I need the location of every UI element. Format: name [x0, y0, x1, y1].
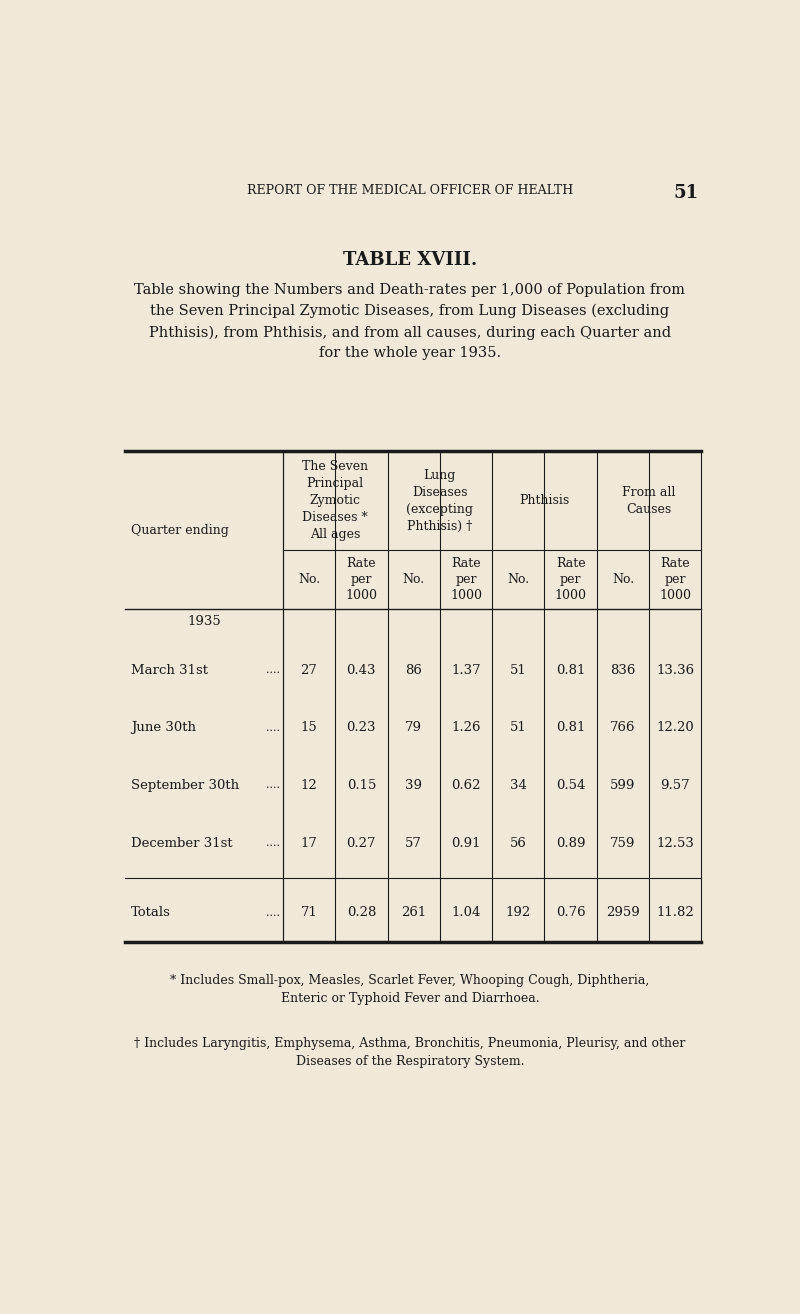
- Text: ....: ....: [266, 665, 280, 675]
- Text: 0.81: 0.81: [556, 721, 586, 735]
- Text: REPORT OF THE MEDICAL OFFICER OF HEALTH: REPORT OF THE MEDICAL OFFICER OF HEALTH: [247, 184, 573, 197]
- Text: 0.54: 0.54: [556, 779, 586, 792]
- Text: No.: No.: [402, 573, 425, 586]
- Text: 1.37: 1.37: [451, 664, 481, 677]
- Text: 12: 12: [301, 779, 318, 792]
- Text: 56: 56: [510, 837, 526, 850]
- Text: 0.91: 0.91: [451, 837, 481, 850]
- Text: 599: 599: [610, 779, 636, 792]
- Text: 0.81: 0.81: [556, 664, 586, 677]
- Text: Table showing the Numbers and Death-rates per 1,000 of Population from
the Seven: Table showing the Numbers and Death-rate…: [134, 283, 686, 360]
- Text: 2959: 2959: [606, 907, 640, 920]
- Text: 13.36: 13.36: [656, 664, 694, 677]
- Text: 0.28: 0.28: [346, 907, 376, 920]
- Text: 0.27: 0.27: [346, 837, 376, 850]
- Text: 11.82: 11.82: [656, 907, 694, 920]
- Text: 34: 34: [510, 779, 526, 792]
- Text: ....: ....: [266, 723, 280, 733]
- Text: 57: 57: [406, 837, 422, 850]
- Text: Rate
per
1000: Rate per 1000: [554, 557, 586, 602]
- Text: 0.15: 0.15: [346, 779, 376, 792]
- Text: ....: ....: [266, 781, 280, 791]
- Text: 51: 51: [510, 664, 526, 677]
- Text: 71: 71: [301, 907, 318, 920]
- Text: 27: 27: [301, 664, 318, 677]
- Text: TABLE XVIII.: TABLE XVIII.: [343, 251, 477, 269]
- Text: No.: No.: [507, 573, 530, 586]
- Text: 0.89: 0.89: [556, 837, 586, 850]
- Text: Lung
Diseases
(excepting
Phthisis) †: Lung Diseases (excepting Phthisis) †: [406, 469, 474, 532]
- Text: No.: No.: [298, 573, 320, 586]
- Text: Rate
per
1000: Rate per 1000: [346, 557, 378, 602]
- Text: 12.53: 12.53: [656, 837, 694, 850]
- Text: 39: 39: [405, 779, 422, 792]
- Text: † Includes Laryngitis, Emphysema, Asthma, Bronchitis, Pneumonia, Pleurisy, and o: † Includes Laryngitis, Emphysema, Asthma…: [134, 1037, 686, 1068]
- Text: 17: 17: [301, 837, 318, 850]
- Text: March 31st: March 31st: [131, 664, 208, 677]
- Text: 0.43: 0.43: [346, 664, 376, 677]
- Text: 86: 86: [406, 664, 422, 677]
- Text: ....: ....: [266, 838, 280, 848]
- Text: From all
Causes: From all Causes: [622, 486, 676, 515]
- Text: 79: 79: [405, 721, 422, 735]
- Text: 9.57: 9.57: [661, 779, 690, 792]
- Text: 1935: 1935: [187, 615, 221, 628]
- Text: 12.20: 12.20: [656, 721, 694, 735]
- Text: 261: 261: [401, 907, 426, 920]
- Text: No.: No.: [612, 573, 634, 586]
- Text: September 30th: September 30th: [131, 779, 239, 792]
- Text: * Includes Small-pox, Measles, Scarlet Fever, Whooping Cough, Diphtheria,
Enteri: * Includes Small-pox, Measles, Scarlet F…: [170, 974, 650, 1005]
- Text: ....: ....: [266, 908, 280, 918]
- Text: December 31st: December 31st: [131, 837, 233, 850]
- Text: Rate
per
1000: Rate per 1000: [659, 557, 691, 602]
- Text: 51: 51: [510, 721, 526, 735]
- Text: The Seven
Principal
Zymotic
Diseases *
All ages: The Seven Principal Zymotic Diseases * A…: [302, 460, 368, 541]
- Text: 766: 766: [610, 721, 636, 735]
- Text: 0.23: 0.23: [346, 721, 376, 735]
- Text: 51: 51: [673, 184, 698, 202]
- Text: Quarter ending: Quarter ending: [131, 523, 229, 536]
- Text: 759: 759: [610, 837, 636, 850]
- Text: Rate
per
1000: Rate per 1000: [450, 557, 482, 602]
- Text: 15: 15: [301, 721, 318, 735]
- Text: June 30th: June 30th: [131, 721, 196, 735]
- Text: 1.26: 1.26: [451, 721, 481, 735]
- Text: 1.04: 1.04: [451, 907, 481, 920]
- Text: 0.76: 0.76: [556, 907, 586, 920]
- Text: Totals: Totals: [131, 907, 171, 920]
- Text: 836: 836: [610, 664, 636, 677]
- Text: 0.62: 0.62: [451, 779, 481, 792]
- Text: 192: 192: [506, 907, 531, 920]
- Text: Phthisis: Phthisis: [519, 494, 570, 507]
